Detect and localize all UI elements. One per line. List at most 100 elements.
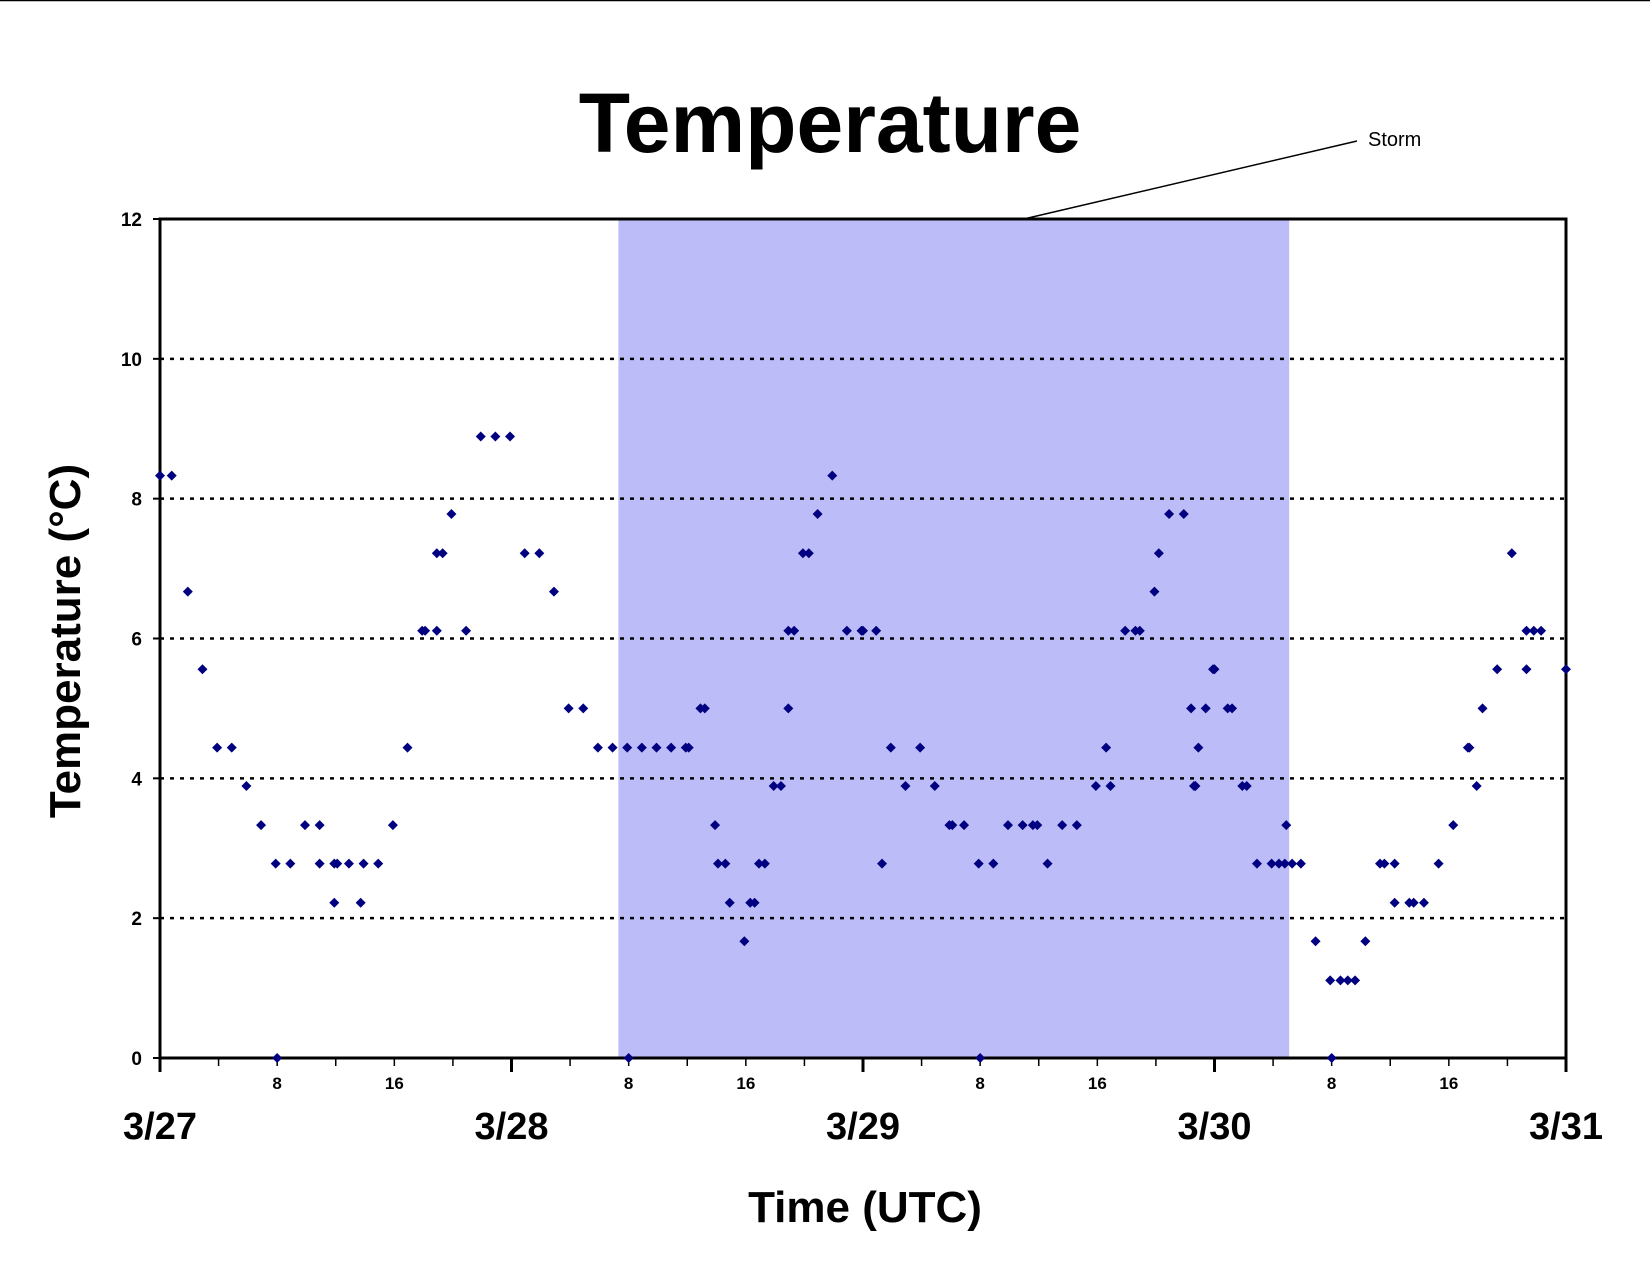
data-point bbox=[373, 858, 384, 869]
x-hour-label: 8 bbox=[1327, 1074, 1336, 1093]
data-point bbox=[947, 820, 958, 831]
data-point bbox=[871, 625, 882, 636]
data-point bbox=[420, 625, 431, 636]
data-point bbox=[666, 742, 677, 753]
data-point bbox=[1295, 858, 1306, 869]
data-point bbox=[768, 781, 779, 792]
data-point bbox=[1209, 664, 1220, 675]
x-date-label: 3/29 bbox=[826, 1106, 900, 1148]
data-point bbox=[1032, 820, 1043, 831]
x-axis-title: Time (UTC) bbox=[748, 1183, 982, 1232]
data-point bbox=[1134, 625, 1145, 636]
data-point bbox=[1241, 781, 1252, 792]
data-point bbox=[929, 781, 940, 792]
data-point bbox=[270, 858, 281, 869]
data-point bbox=[402, 742, 413, 753]
y-tick-label: 2 bbox=[131, 909, 142, 930]
data-point bbox=[988, 858, 999, 869]
data-point bbox=[789, 625, 800, 636]
data-point bbox=[1149, 586, 1160, 597]
data-point bbox=[155, 470, 165, 481]
x-hour-label: 16 bbox=[1439, 1074, 1458, 1093]
data-point bbox=[915, 742, 926, 753]
data-point bbox=[1342, 975, 1353, 986]
data-point bbox=[212, 742, 223, 753]
data-point bbox=[1471, 781, 1482, 792]
data-point bbox=[1186, 703, 1197, 714]
data-point bbox=[636, 742, 647, 753]
data-point bbox=[959, 820, 970, 831]
data-point bbox=[1521, 625, 1532, 636]
data-point bbox=[1090, 781, 1101, 792]
data-points bbox=[155, 431, 1571, 1063]
data-point bbox=[1408, 897, 1419, 908]
data-point bbox=[1389, 858, 1400, 869]
data-point bbox=[431, 548, 442, 559]
data-point bbox=[1464, 742, 1475, 753]
data-point bbox=[783, 625, 794, 636]
data-point bbox=[475, 431, 486, 442]
data-point bbox=[1448, 820, 1459, 831]
data-point bbox=[1251, 858, 1262, 869]
data-point bbox=[739, 936, 750, 947]
data-point bbox=[975, 1053, 986, 1063]
data-point bbox=[1164, 509, 1175, 520]
data-point bbox=[387, 820, 398, 831]
data-point bbox=[563, 703, 574, 714]
data-point bbox=[256, 820, 267, 831]
data-point bbox=[1335, 975, 1346, 986]
x-date-label: 3/31 bbox=[1529, 1106, 1603, 1148]
data-point bbox=[1193, 742, 1204, 753]
storm-leader-line bbox=[1023, 140, 1358, 220]
data-point bbox=[1326, 1053, 1337, 1063]
data-point bbox=[548, 586, 559, 597]
data-point bbox=[182, 586, 193, 597]
data-point bbox=[1273, 858, 1284, 869]
data-point bbox=[1492, 664, 1503, 675]
data-point bbox=[355, 897, 366, 908]
y-tick-label: 6 bbox=[131, 630, 142, 651]
data-point bbox=[519, 548, 530, 559]
data-point bbox=[1360, 936, 1371, 947]
data-point bbox=[1002, 820, 1013, 831]
storm-annotation: Storm bbox=[1368, 129, 1421, 151]
data-point bbox=[1389, 897, 1400, 908]
data-point bbox=[1178, 509, 1189, 520]
data-point bbox=[724, 897, 735, 908]
y-tick-label: 0 bbox=[131, 1049, 142, 1070]
data-point bbox=[1281, 820, 1292, 831]
data-point bbox=[285, 858, 296, 869]
data-point bbox=[1433, 858, 1444, 869]
data-point bbox=[754, 858, 765, 869]
data-point bbox=[858, 625, 868, 636]
data-point bbox=[900, 781, 911, 792]
data-point bbox=[197, 664, 208, 675]
data-point bbox=[1105, 781, 1116, 792]
data-point bbox=[1279, 858, 1290, 869]
data-point bbox=[841, 625, 852, 636]
data-point bbox=[783, 703, 794, 714]
y-tick-label: 12 bbox=[121, 210, 142, 231]
data-point bbox=[877, 858, 888, 869]
data-point bbox=[1310, 936, 1321, 947]
data-point bbox=[166, 470, 177, 481]
data-point bbox=[1101, 742, 1112, 753]
data-point bbox=[623, 1053, 634, 1063]
data-point bbox=[241, 781, 252, 792]
x-hour-label: 8 bbox=[272, 1074, 281, 1093]
data-point bbox=[683, 742, 694, 753]
data-point bbox=[343, 858, 354, 869]
data-point bbox=[651, 742, 662, 753]
y-axis-title: Temperature (°C) bbox=[41, 464, 90, 818]
data-point bbox=[332, 858, 343, 869]
y-tick-label: 10 bbox=[121, 350, 142, 371]
x-hour-label: 16 bbox=[385, 1074, 404, 1093]
data-point bbox=[314, 858, 325, 869]
data-point bbox=[720, 858, 731, 869]
data-point bbox=[1528, 625, 1539, 636]
x-date-label: 3/28 bbox=[475, 1106, 549, 1148]
data-point bbox=[1287, 858, 1298, 869]
x-date-label: 3/27 bbox=[123, 1106, 197, 1148]
y-tick-label: 8 bbox=[131, 490, 142, 511]
